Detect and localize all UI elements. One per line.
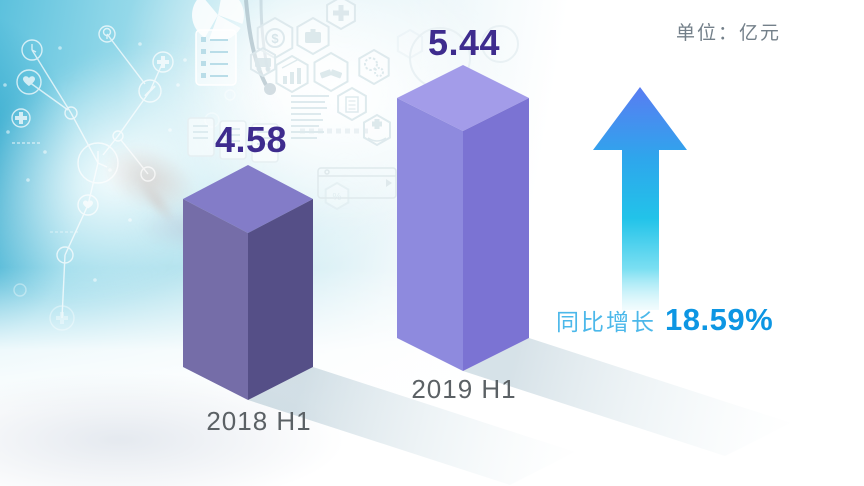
growth-value: 18.59%: [665, 302, 774, 337]
bar-chart-hexagon-icon: [275, 54, 309, 94]
heart-circle-icon: [77, 194, 99, 216]
bar-2019: [397, 65, 529, 371]
value-label-2018: 4.58: [214, 119, 288, 160]
dollar-hexagon-icon: $: [256, 16, 294, 60]
cross-circle-icon: [11, 108, 31, 128]
hand-cross-hexagon-icon: [363, 113, 391, 147]
bar-2018-shadow: [248, 367, 575, 485]
value-label-2019: 5.44: [427, 22, 501, 63]
clock-circle-icon: [77, 142, 119, 184]
lightbulb-circle-icon: [98, 25, 116, 43]
bar-2018: [183, 165, 313, 400]
file-cards-icon: [187, 117, 279, 163]
briefcase-hexagon-icon: [296, 16, 330, 56]
bar-2019-shadow: [463, 338, 791, 456]
medical-cross-hexagon-icon: [326, 0, 356, 31]
pen-circle-icon: [138, 79, 162, 103]
growth-annotation: 同比增长 18.59%: [556, 302, 773, 338]
growth-up-arrow-icon: [593, 87, 687, 310]
ambulance-hexagon-icon: [249, 46, 277, 78]
checklist-card-icon: [195, 29, 237, 86]
svg-text:$: $: [271, 31, 279, 46]
growth-label: 同比增长: [556, 309, 656, 335]
category-label-2018: 2018 H1: [206, 406, 312, 436]
gears-hexagon-icon: [358, 48, 390, 86]
cross-circle-icon: [49, 305, 75, 331]
hologram-window: [300, 128, 397, 199]
category-label-2019: 2019 H1: [411, 374, 517, 404]
unit-label: 单位：亿元: [676, 23, 782, 44]
hexagon-cluster: $: [249, 0, 424, 211]
icon-network: [3, 25, 236, 331]
clock-circle-icon: [21, 39, 43, 61]
document-hexagon-icon: [337, 86, 367, 122]
fine-print-lines: [291, 95, 329, 139]
cross-circle-icon: [152, 51, 174, 73]
heart-circle-icon: [16, 69, 42, 95]
handshake-hexagon-icon: [313, 51, 349, 93]
